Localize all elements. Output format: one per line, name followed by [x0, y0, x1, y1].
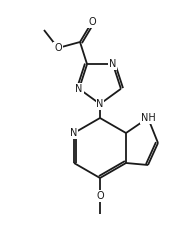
Text: O: O [88, 17, 96, 27]
Text: O: O [54, 43, 62, 53]
Text: O: O [96, 191, 104, 201]
Text: N: N [75, 84, 83, 94]
Text: NH: NH [141, 113, 155, 123]
Text: N: N [109, 59, 117, 69]
Text: N: N [70, 128, 78, 138]
Text: N: N [96, 99, 104, 109]
